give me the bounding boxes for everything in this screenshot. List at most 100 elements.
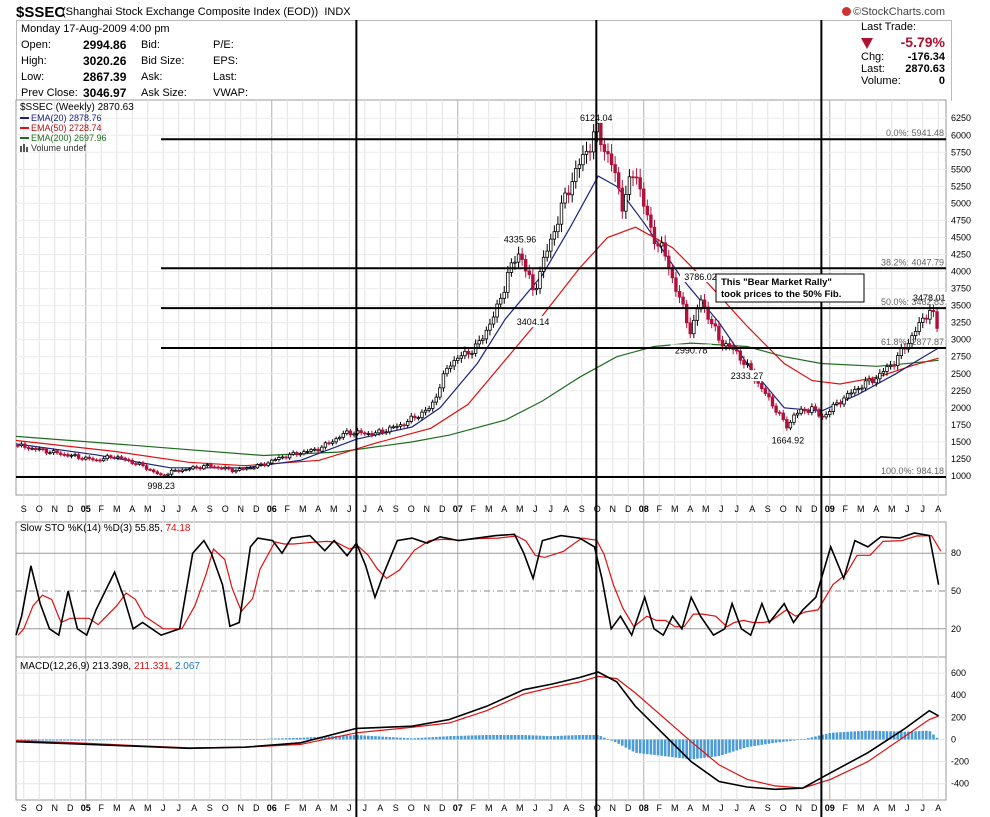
candle-body [270, 459, 274, 464]
price-tick-label: 5500 [951, 164, 971, 174]
macd-hist-bar [817, 735, 821, 740]
candle-body [287, 453, 292, 459]
candle-body [659, 242, 664, 247]
candle-body [677, 291, 682, 298]
candle-body [684, 303, 689, 324]
candle-body [634, 176, 639, 179]
price-label-bg [670, 344, 712, 356]
candle-body [556, 223, 560, 233]
macd-hist-bar [914, 731, 917, 740]
candle-body [713, 323, 717, 327]
candle-body [785, 419, 789, 429]
candle-body [516, 253, 521, 263]
price-label: 2990.78 [675, 345, 708, 355]
month-label-bottom: F [843, 803, 849, 813]
candle-body [917, 322, 921, 332]
price-tick-label: 4000 [951, 267, 971, 277]
candle-body [91, 458, 95, 461]
macd-hist-bar [849, 731, 853, 740]
candle-body [409, 415, 413, 422]
macd-hist-bar [259, 738, 263, 740]
candle-body [395, 425, 399, 428]
month-label-bottom: M [299, 803, 307, 813]
chg-value: -176.34 [907, 51, 945, 63]
month-label-top: S [393, 504, 399, 514]
macd-hist-bar [674, 739, 678, 758]
candle-body [191, 466, 195, 470]
macd-hist-bar [696, 739, 699, 759]
macd-hist-bar [724, 739, 728, 754]
macd-hist-bar [925, 730, 928, 740]
macd-hist-bar [553, 736, 556, 740]
candle-body [541, 256, 546, 272]
macd-hist-bar [245, 739, 249, 741]
macd-hist-bar [667, 739, 671, 757]
macd-hist-bar [860, 730, 864, 740]
fib-label: 50.0%: 3462.83 [881, 297, 944, 307]
candle-body [620, 187, 624, 212]
macd-hist-bar [266, 738, 270, 740]
month-label-bottom: A [377, 803, 383, 813]
month-label-top: J [549, 504, 554, 514]
candle-body [477, 340, 481, 345]
macd-hist-bar [628, 739, 631, 750]
macd-hist-bar [592, 735, 595, 740]
price-label: 3478.01 [913, 293, 946, 303]
macd-hist-bar [581, 735, 585, 740]
candle-body [155, 471, 159, 475]
candle-body [813, 406, 818, 410]
candle-body [888, 364, 893, 367]
price-label-bg [143, 480, 179, 492]
macd-hist-bar [277, 738, 281, 740]
macd-hist-bar [713, 739, 717, 757]
macd-hist-bar [477, 735, 481, 740]
legend-ema50: EMA(50) 2728.74 [20, 123, 102, 133]
candle-body [277, 457, 281, 460]
candle-body [702, 299, 707, 308]
bid-size-label: Bid Size: [141, 55, 185, 67]
macd-hist-bar [159, 739, 163, 741]
candle-body [520, 253, 524, 260]
macd-hist-bar [434, 736, 438, 740]
macd-hist-bar [20, 739, 23, 741]
candle-body [831, 403, 836, 412]
candle-body [259, 463, 263, 466]
month-label-bottom: F [99, 803, 105, 813]
month-label-top: N [52, 504, 59, 514]
candle-body [180, 469, 185, 472]
candle-body [202, 465, 206, 470]
legend-volume: Volume undef [20, 143, 87, 153]
candle-body [710, 318, 714, 325]
candle-body [498, 297, 503, 305]
month-label-bottom: F [285, 803, 291, 813]
month-label-bottom: A [935, 803, 941, 813]
month-label-top: D [253, 504, 260, 514]
macd-hist-bar [606, 739, 610, 740]
month-label-top: D [67, 504, 74, 514]
month-label-bottom: A [501, 803, 507, 813]
candle-body [413, 415, 417, 419]
macd-hist-bar [284, 738, 288, 740]
open-label: Open: [21, 39, 51, 51]
macd-tick-label: 400 [951, 690, 966, 700]
macd-hist-bar [62, 739, 66, 741]
chg-label: Chg: [861, 51, 885, 63]
candle-body [330, 441, 335, 444]
volume-icon-bar3 [26, 147, 28, 152]
candle-body [152, 469, 156, 473]
month-label-bottom: F [657, 803, 663, 813]
macd-tick-label: 600 [951, 668, 966, 678]
macd-hist-bar [814, 736, 817, 740]
candle-body [745, 363, 750, 365]
pe-label: P/E: [213, 39, 234, 51]
macd-hist-bar [646, 739, 649, 755]
candle-body [416, 417, 421, 419]
month-label-top: S [207, 504, 213, 514]
macd-hist-bar [438, 736, 442, 740]
macd-hist-bar [309, 737, 313, 740]
macd-hist-bar [806, 738, 810, 740]
macd-hist-bar [563, 735, 567, 740]
macd-hist-bar [306, 737, 309, 740]
macd-hist-bar [853, 731, 857, 740]
month-label-top: A [687, 504, 693, 514]
